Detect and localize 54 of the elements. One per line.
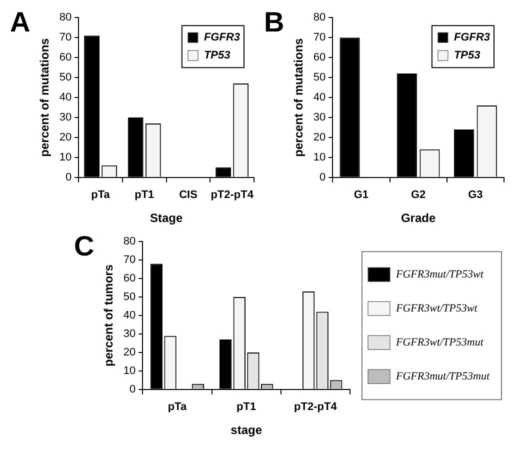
y-tick-label: 40	[59, 92, 72, 104]
y-tick-label: 0	[130, 383, 136, 396]
y-axis-title: percent of mutations	[38, 38, 52, 157]
x-tick-label: G2	[410, 189, 426, 202]
y-tick-label: 70	[123, 254, 136, 266]
y-tick-label: 30	[59, 112, 72, 124]
y-tick-label: 50	[123, 291, 136, 304]
y-tick-label: 80	[123, 236, 136, 248]
y-tick-label: 80	[313, 12, 326, 24]
y-tick-label: 10	[123, 364, 136, 377]
x-tick-label: pT2-pT4	[210, 189, 254, 202]
legend-label: FGFR3	[454, 32, 490, 44]
chart-title: A	[10, 6, 30, 38]
y-tick-label: 0	[66, 171, 72, 184]
chart-title: B	[264, 6, 284, 38]
y-tick-label: 10	[313, 151, 326, 164]
x-axis-title: Stage	[150, 211, 183, 226]
y-tick-label: 10	[59, 151, 72, 164]
y-tick-label: 60	[313, 52, 326, 64]
legend-label: FGFR3	[204, 32, 240, 44]
y-tick-label: 30	[123, 328, 136, 340]
legend-label: TP53	[454, 50, 480, 62]
x-tick-label: pTa	[91, 189, 111, 202]
y-tick-label: 60	[123, 272, 136, 285]
x-tick-label: pTa	[168, 401, 188, 414]
y-tick-label: 20	[59, 131, 72, 144]
chart-title: C	[74, 230, 94, 262]
y-tick-label: 50	[313, 72, 326, 84]
x-tick-label: CIS	[179, 189, 198, 202]
y-tick-label: 70	[313, 32, 326, 44]
y-tick-label: 70	[59, 32, 72, 44]
y-tick-label: 40	[123, 310, 136, 322]
y-tick-label: 30	[313, 112, 326, 124]
x-tick-label: pT1	[236, 401, 256, 414]
legend-label: FGFR3wt/TP53wt	[395, 302, 478, 314]
x-axis-title: Grade	[400, 211, 436, 226]
y-tick-label: 60	[59, 52, 72, 64]
x-axis-title: stage	[230, 423, 262, 438]
legend-label: TP53	[204, 50, 230, 62]
y-tick-label: 0	[320, 171, 326, 184]
y-tick-label: 20	[313, 131, 326, 144]
y-tick-label: 80	[59, 12, 72, 24]
y-axis-title: percent of mutations	[292, 38, 306, 157]
x-tick-label: G1	[354, 189, 369, 202]
legend-label: FGFR3mut/TP53mut	[395, 370, 490, 382]
legend-label: FGFR3mut/TP53wt	[395, 268, 484, 280]
x-tick-label: pT1	[134, 189, 154, 202]
y-tick-label: 50	[59, 72, 72, 84]
x-tick-label: pT2-pT4	[294, 401, 338, 414]
y-axis-title: percent of tumors	[102, 264, 116, 367]
y-tick-label: 40	[313, 92, 326, 104]
legend-label: FGFR3wt/TP53mut	[395, 336, 484, 348]
x-tick-label: G3	[468, 189, 483, 202]
y-tick-label: 20	[123, 346, 136, 358]
